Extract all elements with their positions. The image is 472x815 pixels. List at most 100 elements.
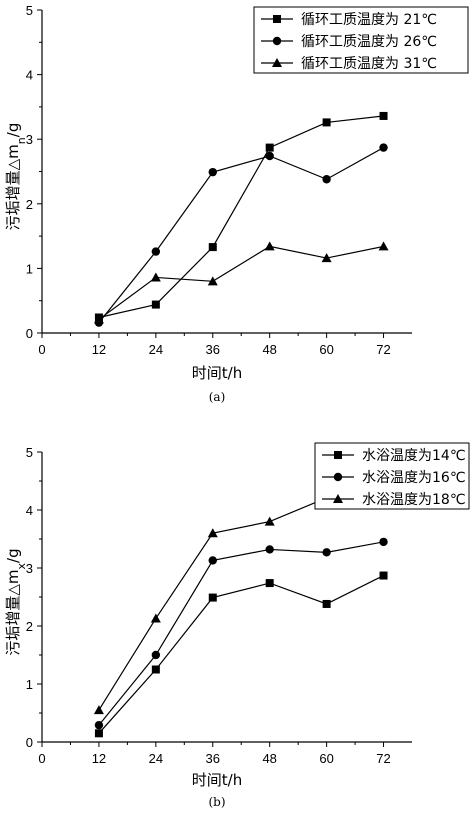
x-tick-label: 12: [92, 342, 106, 357]
y-axis-title-sub: x: [15, 562, 28, 569]
data-point: [379, 537, 388, 547]
legend: 循环工质温度为 21℃ 循环工质温度为 26℃ 循环工质温度为 31℃: [253, 6, 469, 74]
data-point: [265, 545, 274, 554]
series-line: [98, 245, 384, 320]
data-point: [150, 613, 161, 623]
data-point: [208, 593, 217, 602]
data-point: [93, 314, 104, 324]
y-tick-label: 3: [26, 561, 33, 576]
legend-item: 水浴温度为18℃: [322, 492, 466, 508]
x-tick-label: 0: [38, 342, 45, 357]
data-point: [151, 650, 161, 660]
data-point: [208, 243, 217, 252]
legend-label: 水浴温度为14℃: [362, 448, 466, 464]
series-triangle: [93, 241, 389, 324]
legend-box: [253, 6, 469, 74]
y-tick-label: 2: [26, 197, 33, 212]
y-axis-title-sub: n: [15, 137, 28, 144]
legend-item: 水浴温度为14℃: [322, 448, 466, 464]
panel-label: (a): [209, 390, 226, 404]
data-point: [264, 516, 275, 526]
legend-marker: [333, 472, 343, 482]
x-tick-label: 60: [319, 342, 333, 357]
y-tick-label: 0: [26, 326, 33, 341]
data-point: [207, 276, 218, 286]
y-tick-label: 3: [26, 132, 33, 147]
legend-item: 水浴温度为16℃: [322, 470, 466, 486]
legend-marker: [333, 494, 343, 503]
x-axis-title: 时间t/h: [192, 771, 242, 789]
x-tick-label: 24: [149, 751, 163, 766]
y-tick-label: 4: [26, 68, 33, 83]
series-circle: [94, 143, 388, 327]
data-point: [322, 175, 331, 184]
data-point: [321, 253, 332, 263]
y-axis-title-unit: /g: [4, 548, 22, 563]
x-tick-label: 48: [262, 342, 276, 357]
y-axis-title-main: 污垢增量△m: [4, 569, 22, 655]
chart-panel-2: 0 12 24 36 48 60 72012345时间t/h污垢增量△mx/g(b)水浴温度…: [4, 442, 470, 809]
data-point: [265, 579, 274, 588]
data-point: [208, 556, 217, 565]
data-point: [379, 111, 388, 120]
x-axis-title: 时间t/h: [192, 364, 242, 382]
data-point: [265, 143, 274, 152]
data-point: [264, 241, 275, 251]
data-point: [93, 705, 104, 715]
x-tick-label: 36: [206, 342, 220, 357]
panel-label: (b): [208, 795, 225, 809]
legend: 水浴温度为14℃ 水浴温度为16℃ 水浴温度为18℃: [314, 442, 470, 510]
y-tick-label: 1: [26, 261, 33, 276]
data-point: [94, 729, 103, 738]
data-point: [379, 143, 388, 152]
series-line: [98, 496, 384, 711]
data-point: [94, 720, 104, 730]
legend-marker: [272, 58, 282, 67]
legend-marker: [334, 451, 342, 459]
y-tick-label: 5: [26, 3, 33, 18]
x-tick-label: 60: [319, 751, 333, 766]
data-point: [207, 528, 218, 538]
series-line: [98, 541, 384, 726]
y-tick-label: 1: [26, 677, 33, 692]
x-tick-label: 72: [376, 751, 390, 766]
y-axis-title-unit: /g: [4, 123, 22, 138]
series-square: [94, 571, 388, 738]
legend-marker: [273, 15, 281, 23]
y-tick-label: 0: [26, 735, 33, 750]
x-tick-label: 24: [149, 342, 163, 357]
chart-panel-1: 0 12 24 36 48 60 72012345时间t/h污垢增量△mn/g(a)循环工质…: [4, 3, 469, 404]
legend-label: 循环工质温度为 31℃: [301, 56, 437, 72]
data-point: [322, 118, 331, 127]
y-axis-title-main: 污垢增量△m: [4, 144, 22, 230]
series-triangle: [93, 491, 389, 715]
legend-label: 循环工质温度为 26℃: [301, 34, 437, 50]
data-point: [151, 300, 160, 309]
data-point: [322, 548, 331, 557]
y-tick-label: 5: [26, 445, 33, 460]
x-tick-label: 12: [92, 751, 106, 766]
data-point: [150, 272, 161, 282]
data-point: [322, 599, 331, 608]
data-point: [208, 167, 217, 177]
data-point: [379, 571, 388, 580]
data-point: [151, 247, 161, 256]
legend-item: 循环工质温度为 26℃: [261, 34, 437, 50]
x-tick-label: 36: [206, 751, 220, 766]
series-line: [98, 147, 384, 324]
x-tick-label: 72: [376, 342, 390, 357]
data-point: [265, 151, 274, 161]
series-circle: [94, 537, 388, 730]
legend-item: 循环工质温度为 21℃: [261, 12, 437, 28]
data-point: [151, 665, 160, 674]
y-axis-title: 污垢增量△mn/g: [4, 123, 28, 231]
y-axis-title: 污垢增量△mx/g: [4, 548, 28, 655]
series-line: [98, 115, 384, 319]
legend-item: 循环工质温度为 31℃: [261, 56, 437, 72]
legend-label: 水浴温度为16℃: [362, 470, 466, 486]
legend-marker: [272, 36, 282, 46]
data-point: [378, 241, 389, 251]
y-tick-label: 4: [26, 503, 33, 518]
x-tick-label: 0: [38, 751, 45, 766]
